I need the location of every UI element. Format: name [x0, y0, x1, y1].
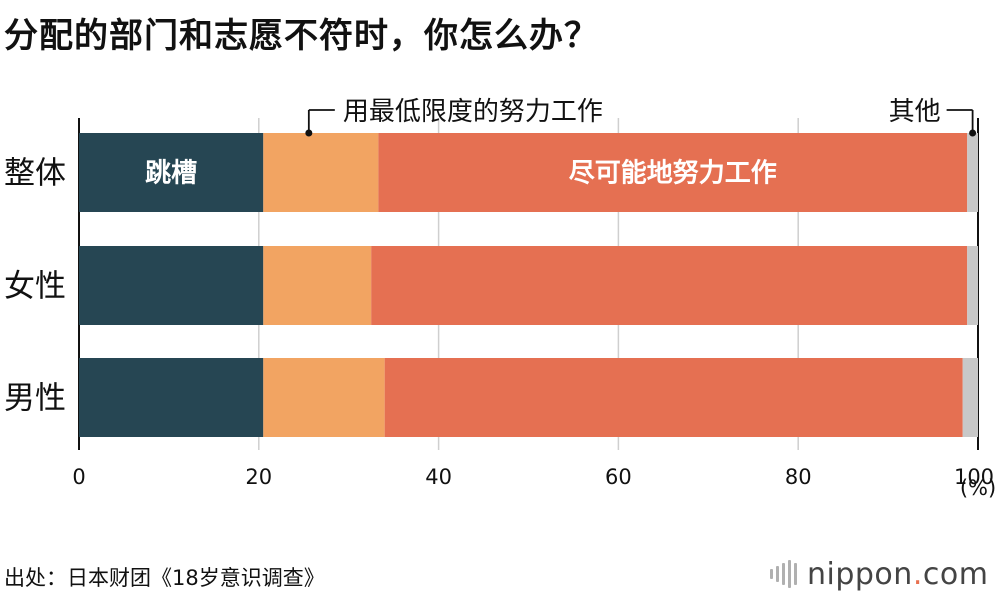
callout-dot-1	[305, 129, 313, 137]
bar-1-series-1	[263, 246, 372, 325]
logo-name: nippon	[807, 556, 913, 592]
nippon-logo: nippon.com	[770, 554, 988, 594]
bar-2-series-1	[263, 358, 385, 437]
x-unit-label: (%)	[960, 476, 996, 500]
logo-tld: com	[922, 556, 989, 592]
logo-bars-icon	[770, 560, 797, 588]
bar-2-series-0	[79, 358, 264, 437]
bar-1-series-3	[967, 246, 978, 325]
bar-2-series-3	[962, 358, 978, 437]
x-tick-60: 60	[605, 465, 632, 489]
bar-2-series-2	[384, 358, 963, 437]
series-label-0: 跳槽	[145, 159, 197, 189]
bar-0-series-0	[79, 133, 264, 212]
series-label-1: 用最低限度的努力工作	[343, 97, 603, 127]
bar-0-series-3	[967, 133, 978, 212]
series-label-2: 尽可能地努力工作	[569, 158, 777, 189]
category-label-1: 女性	[4, 269, 66, 305]
x-tick-labels: 0 20 40 60 80 100	[72, 465, 994, 489]
source-note: 出处：日本财团《18岁意识调查》	[4, 566, 325, 590]
bar-0-series-2	[378, 133, 968, 212]
bars	[79, 133, 978, 437]
series-label-3: 其他	[889, 97, 941, 127]
category-label-2: 男性	[4, 381, 66, 417]
x-tick-80: 80	[785, 465, 812, 489]
bar-0-series-1	[263, 133, 379, 212]
bar-1-series-2	[371, 246, 968, 325]
x-tick-0: 0	[72, 465, 85, 489]
logo-dot: .	[912, 556, 923, 592]
x-tick-100: 100	[954, 465, 994, 489]
callout-dot-3	[969, 129, 977, 137]
page-title: 分配的部门和志愿不符时，你怎么办？	[4, 16, 599, 56]
bar-1-series-0	[79, 246, 264, 325]
callouts: 跳槽 尽可能地努力工作 用最低限度的努力工作 其他	[145, 97, 977, 189]
category-label-0: 整体	[4, 156, 66, 192]
x-tick-20: 20	[245, 465, 272, 489]
x-tick-40: 40	[425, 465, 452, 489]
